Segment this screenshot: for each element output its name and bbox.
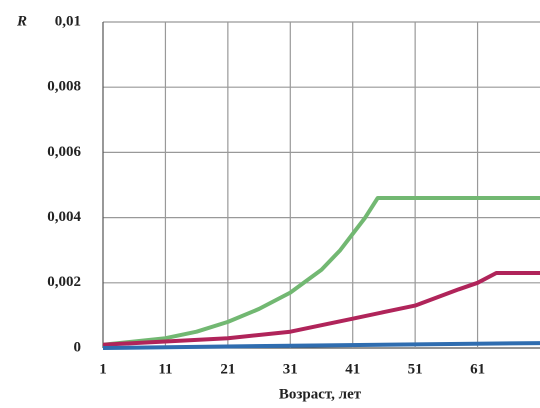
- line-series: [102, 196, 540, 347]
- y-tick-label: 0,01: [55, 13, 81, 29]
- y-tick-label: 0,006: [47, 144, 81, 160]
- x-tick-label: 1: [99, 361, 107, 377]
- y-axis-label: R: [16, 13, 27, 29]
- x-tick-label: 61: [470, 361, 485, 377]
- line-series: [102, 271, 540, 347]
- y-tick-label: 0,004: [47, 209, 81, 225]
- x-axis-label: Возраст, лет: [279, 386, 362, 402]
- y-tick-label: 0: [74, 339, 82, 355]
- line-series: [102, 341, 540, 350]
- x-tick-label: 21: [220, 361, 235, 377]
- y-tick-label: 0,002: [47, 274, 81, 290]
- x-tick-label: 41: [345, 361, 360, 377]
- y-tick-label: 0,008: [47, 79, 81, 95]
- x-tick-label: 51: [408, 361, 423, 377]
- x-tick-label: 11: [158, 361, 172, 377]
- x-tick-label: 31: [283, 361, 298, 377]
